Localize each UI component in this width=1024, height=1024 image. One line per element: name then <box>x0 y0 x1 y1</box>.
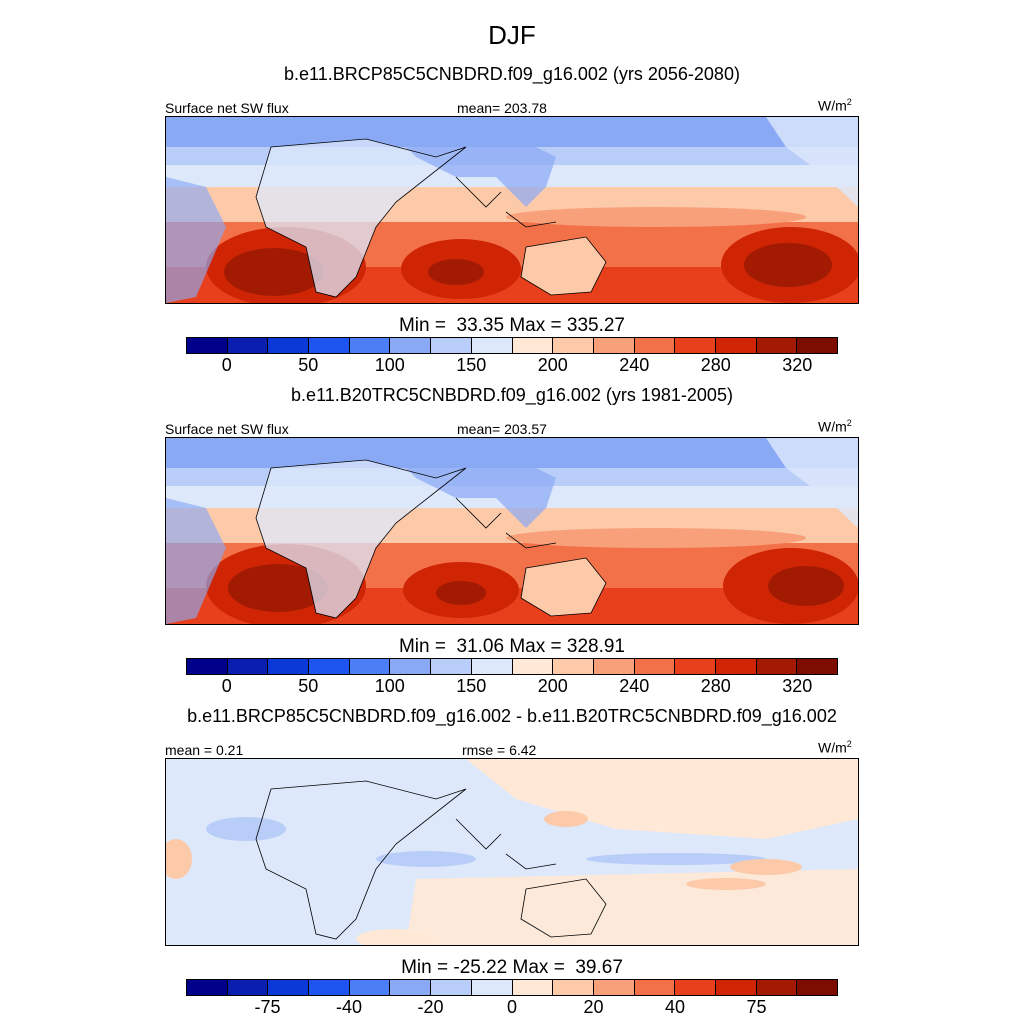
colorbar-swatch <box>634 659 676 674</box>
colorbar-swatch <box>349 338 391 353</box>
colorbar-swatch <box>797 338 837 353</box>
panel-3-title: b.e11.BRCP85C5CNBDRD.f09_g16.002 - b.e11… <box>187 706 837 726</box>
panel-1-colorbar <box>186 337 838 354</box>
colorbar-tick-label: -20 <box>417 997 444 1017</box>
panel-2-minmax: Min = 31.06 Max = 328.91 <box>398 636 626 657</box>
panel-2-map <box>165 437 859 625</box>
colorbar-swatch <box>309 659 350 674</box>
colorbar-swatch <box>797 980 837 995</box>
panel-2-mean-label: mean= 203.57 <box>457 421 547 437</box>
figure-title: DJF <box>488 20 536 50</box>
colorbar-swatch <box>471 338 513 353</box>
colorbar-swatch <box>390 980 432 995</box>
colorbar-tick-label: 200 <box>537 676 568 696</box>
colorbar-swatch <box>227 659 269 674</box>
panel-3-rmse-label: rmse = 6.42 <box>462 742 537 758</box>
colorbar-swatch <box>471 659 513 674</box>
colorbar-swatch <box>715 659 757 674</box>
colorbar-swatch <box>390 659 432 674</box>
panel-3-map <box>165 758 859 946</box>
panel-1-map <box>165 116 859 304</box>
colorbar-tick-label: 320 <box>782 355 813 375</box>
colorbar-tick-label: 0 <box>221 355 232 375</box>
colorbar-swatch <box>431 980 472 995</box>
panel-2-title: b.e11.B20TRC5CNBDRD.f09_g16.002 (yrs 198… <box>291 385 733 405</box>
colorbar-swatch <box>187 338 228 353</box>
colorbar-swatch <box>634 338 676 353</box>
colorbar-tick-label: -40 <box>335 997 363 1017</box>
colorbar-swatch <box>593 980 635 995</box>
colorbar-swatch <box>675 980 716 995</box>
colorbar-swatch <box>756 659 798 674</box>
colorbar-swatch <box>309 980 350 995</box>
colorbar-tick-label: 150 <box>456 355 487 375</box>
colorbar-swatch <box>390 338 432 353</box>
colorbar-swatch <box>512 659 554 674</box>
colorbar-tick-label: 200 <box>537 355 568 375</box>
colorbar-swatch <box>797 659 837 674</box>
colorbar-swatch <box>553 338 594 353</box>
colorbar-tick-label: 50 <box>298 676 319 696</box>
colorbar-tick-label: 240 <box>619 355 650 375</box>
colorbar-tick-label: 20 <box>583 997 604 1017</box>
panel-1-colorbar-ticks: 0 50 100 150 200 240 280 320 <box>0 355 1024 379</box>
panel-3-colorbar <box>186 979 838 996</box>
panel-3-mean-label: mean = 0.21 <box>165 742 244 758</box>
colorbar-tick-label: 280 <box>700 355 731 375</box>
colorbar-swatch <box>593 338 635 353</box>
colorbar-tick-label: 75 <box>746 997 767 1017</box>
colorbar-swatch <box>715 980 757 995</box>
colorbar-swatch <box>309 338 350 353</box>
colorbar-tick-label: -75 <box>254 997 281 1017</box>
colorbar-swatch <box>512 980 554 995</box>
colorbar-swatch <box>675 338 716 353</box>
colorbar-tick-label: 320 <box>782 676 813 696</box>
panel-1-title: b.e11.BRCP85C5CNBDRD.f09_g16.002 (yrs 20… <box>284 64 740 84</box>
panel-1-variable-label: Surface net SW flux <box>165 100 289 116</box>
colorbar-swatch <box>349 980 391 995</box>
colorbar-tick-label: 100 <box>374 355 405 375</box>
panel-1-mean-label: mean= 203.78 <box>457 100 547 116</box>
colorbar-tick-label: 240 <box>619 676 650 696</box>
colorbar-swatch <box>431 338 472 353</box>
colorbar-tick-label: 40 <box>664 997 686 1017</box>
colorbar-swatch <box>187 980 228 995</box>
colorbar-swatch <box>268 338 310 353</box>
colorbar-swatch <box>227 980 269 995</box>
colorbar-swatch <box>756 338 798 353</box>
colorbar-tick-label: 150 <box>456 676 487 696</box>
colorbar-swatch <box>756 980 798 995</box>
panel-3-colorbar-ticks: -75 -40 -20 0 20 40 75 <box>0 997 1024 1021</box>
panel-2-units: W/m2 <box>818 418 852 435</box>
panel-2-colorbar <box>186 658 838 675</box>
colorbar-tick-label: 100 <box>374 676 405 696</box>
colorbar-swatch <box>715 338 757 353</box>
colorbar-swatch <box>227 338 269 353</box>
colorbar-swatch <box>268 659 310 674</box>
colorbar-tick-label: 50 <box>298 355 319 375</box>
panel-2-variable-label: Surface net SW flux <box>165 421 289 437</box>
colorbar-swatch <box>268 980 310 995</box>
colorbar-swatch <box>471 980 513 995</box>
colorbar-swatch <box>634 980 676 995</box>
colorbar-tick-label: 0 <box>506 997 518 1017</box>
colorbar-swatch <box>675 659 716 674</box>
panel-3-minmax: Min = -25.22 Max = 39.67 <box>401 957 623 978</box>
panel-1-units: W/m2 <box>818 97 852 114</box>
colorbar-swatch <box>187 659 228 674</box>
colorbar-tick-label: 280 <box>700 676 731 696</box>
colorbar-swatch <box>553 980 594 995</box>
colorbar-tick-label: 0 <box>221 676 232 696</box>
colorbar-swatch <box>553 659 594 674</box>
panel-3-units: W/m2 <box>818 739 852 756</box>
panel-1-minmax: Min = 33.35 Max = 335.27 <box>398 315 626 336</box>
colorbar-swatch <box>431 659 472 674</box>
colorbar-swatch <box>512 338 554 353</box>
colorbar-swatch <box>349 659 391 674</box>
panel-2-colorbar-ticks: 0 50 100 150 200 240 280 320 <box>0 676 1024 700</box>
colorbar-swatch <box>593 659 635 674</box>
